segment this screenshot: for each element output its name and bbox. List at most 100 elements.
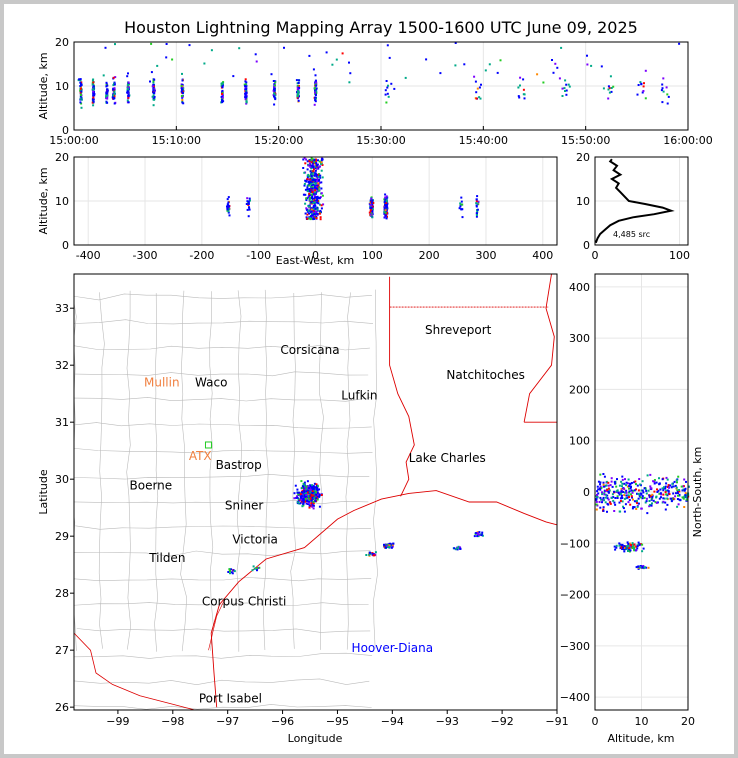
time-altitude-point xyxy=(479,97,482,100)
ns-point xyxy=(602,499,604,502)
ns-point xyxy=(666,497,669,500)
ns-point xyxy=(677,494,679,497)
map-lightning-point xyxy=(300,491,303,494)
ns-point xyxy=(645,497,648,500)
map-lightning-point xyxy=(298,502,301,505)
time-altitude-point xyxy=(232,75,235,78)
ew-tick-label: 400 xyxy=(532,249,553,262)
time-altitude-point xyxy=(105,81,108,84)
map-ylabel: Latitude xyxy=(37,469,50,515)
ns-point xyxy=(605,480,608,483)
ns-point xyxy=(621,500,624,503)
ns-point xyxy=(631,543,634,546)
ew-point xyxy=(476,195,479,198)
ns-point xyxy=(650,498,653,501)
time-altitude-point xyxy=(308,54,311,57)
ns-point xyxy=(685,498,688,501)
ns-tick-label: 300 xyxy=(569,332,590,345)
city-label: Boerne xyxy=(130,478,173,492)
ns-point xyxy=(596,496,599,499)
time-tick-label: 15:50:00 xyxy=(561,134,610,147)
county-line xyxy=(209,291,214,651)
map-lightning-point xyxy=(383,543,385,546)
ew-point xyxy=(304,193,307,196)
ew-point xyxy=(310,197,313,199)
time-altitude-point xyxy=(552,71,555,74)
ns-point xyxy=(638,543,641,546)
ns-point xyxy=(633,506,636,509)
map-lightning-point xyxy=(311,505,314,508)
time-altitude-point xyxy=(476,87,479,90)
ns-point xyxy=(675,486,678,489)
ew-point xyxy=(228,208,231,211)
latitude-tick-label: 31 xyxy=(55,416,69,429)
time-altitude-point xyxy=(78,78,81,81)
ew-point xyxy=(458,207,461,210)
ew-point xyxy=(308,198,311,201)
ns-point xyxy=(683,506,686,508)
city-label: Tilden xyxy=(148,551,185,565)
ns-point xyxy=(657,489,660,492)
ns-point xyxy=(641,550,644,553)
ew-point xyxy=(309,170,312,173)
map-lightning-point xyxy=(307,489,310,492)
time-altitude-point xyxy=(181,90,184,93)
ew-point xyxy=(311,179,314,182)
time-altitude-point xyxy=(105,85,108,88)
ns-point xyxy=(634,545,637,548)
ew-point xyxy=(245,203,248,205)
ns-point xyxy=(613,510,616,512)
time-altitude-point xyxy=(112,97,115,100)
ns-point xyxy=(649,485,652,488)
ns-point xyxy=(682,497,685,500)
map-lightning-point xyxy=(318,494,321,496)
ns-point xyxy=(619,547,622,550)
time-altitude-point xyxy=(152,84,155,87)
ns-point xyxy=(608,489,611,492)
time-altitude-point xyxy=(387,95,390,98)
ew-point xyxy=(313,186,316,189)
ew-point xyxy=(318,212,321,215)
ew-point xyxy=(460,200,463,203)
ew-point xyxy=(228,205,231,208)
plan-view-map-panel: Shreveport Corsicana Mullin Waco Natchitoche… xyxy=(37,273,569,745)
time-altitude-point xyxy=(180,90,183,93)
time-altitude-point xyxy=(245,94,248,97)
ns-point xyxy=(616,497,619,499)
ns-point xyxy=(618,501,621,504)
time-altitude-panel: 15:00:00 15:10:00 15:20:00 15:30:00 15:40:00… xyxy=(37,36,713,147)
map-lightning-point xyxy=(313,497,316,500)
ew-point xyxy=(311,158,314,161)
ew-point xyxy=(313,159,316,161)
time-altitude-point xyxy=(274,84,276,87)
time-altitude-point xyxy=(273,93,276,96)
ns-point xyxy=(615,490,618,493)
time-altitude-point xyxy=(496,71,499,74)
time-altitude-point xyxy=(488,63,491,66)
figure-title: Houston Lightning Mapping Array 1500-160… xyxy=(124,18,638,37)
ew-point xyxy=(310,179,313,182)
ew-point xyxy=(320,162,322,165)
time-altitude-point xyxy=(612,85,615,88)
ew-point xyxy=(310,208,313,211)
time-altitude-point xyxy=(106,90,109,93)
time-altitude-point xyxy=(335,58,338,61)
ns-point xyxy=(628,496,630,499)
time-tick-label: 15:00:00 xyxy=(49,134,98,147)
ns-point xyxy=(625,491,628,494)
ns-point xyxy=(596,490,599,493)
ew-point xyxy=(312,181,315,184)
ns-point xyxy=(683,495,686,498)
time-altitude-point xyxy=(152,94,155,97)
ew-point xyxy=(226,208,229,211)
ew-point xyxy=(226,198,229,201)
ns-point xyxy=(619,492,622,495)
time-altitude-point xyxy=(296,85,299,87)
time-altitude-point xyxy=(221,101,224,104)
ew-point xyxy=(311,193,313,196)
ew-point xyxy=(313,202,316,205)
ns-point xyxy=(676,489,679,492)
time-altitude-point xyxy=(586,63,589,66)
map-lightning-point xyxy=(308,499,311,501)
time-altitude-point xyxy=(156,64,159,67)
